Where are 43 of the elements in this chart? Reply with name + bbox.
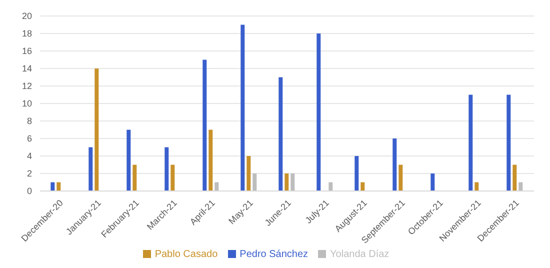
- bar: [468, 94, 473, 191]
- bar: [252, 174, 257, 191]
- bar: [170, 164, 175, 191]
- bar: [474, 182, 479, 191]
- y-tick-label: 2: [26, 168, 32, 179]
- legend-label: Pedro Sánchez: [240, 249, 308, 260]
- y-tick-label: 6: [26, 134, 32, 144]
- bar: [506, 94, 511, 191]
- bar: [360, 182, 365, 191]
- bar: [278, 77, 283, 191]
- bar: [290, 174, 295, 191]
- bar: [214, 182, 219, 191]
- y-tick-label: 0: [26, 186, 32, 196]
- bar: [430, 174, 435, 191]
- bar: [94, 68, 99, 191]
- bar: [164, 147, 169, 191]
- bar: [208, 130, 213, 191]
- bar: [56, 182, 61, 191]
- y-tick-label: 10: [22, 98, 32, 109]
- y-tick-label: 4: [26, 151, 32, 162]
- y-tick-label: 20: [22, 11, 32, 22]
- y-tick-label: 12: [22, 81, 32, 92]
- bar: [328, 182, 333, 191]
- bar: [354, 156, 359, 191]
- bar: [132, 164, 137, 191]
- bar: [284, 174, 289, 191]
- y-tick-label: 18: [22, 28, 32, 39]
- bar: [512, 164, 517, 191]
- bar: [88, 147, 93, 191]
- bar: [202, 60, 207, 191]
- y-tick-label: 8: [26, 116, 32, 126]
- bar: [240, 24, 245, 191]
- y-tick-label: 14: [22, 64, 32, 74]
- legend-label: Yolanda Díaz: [330, 249, 390, 260]
- bar: [50, 182, 55, 191]
- bar: [126, 130, 131, 191]
- legend-label: Pablo Casado: [154, 249, 218, 260]
- bar: [392, 138, 397, 191]
- bar: [246, 156, 251, 191]
- bar: [518, 182, 523, 191]
- bar: [316, 34, 321, 191]
- y-tick-label: 16: [22, 46, 32, 56]
- bar: [398, 164, 403, 191]
